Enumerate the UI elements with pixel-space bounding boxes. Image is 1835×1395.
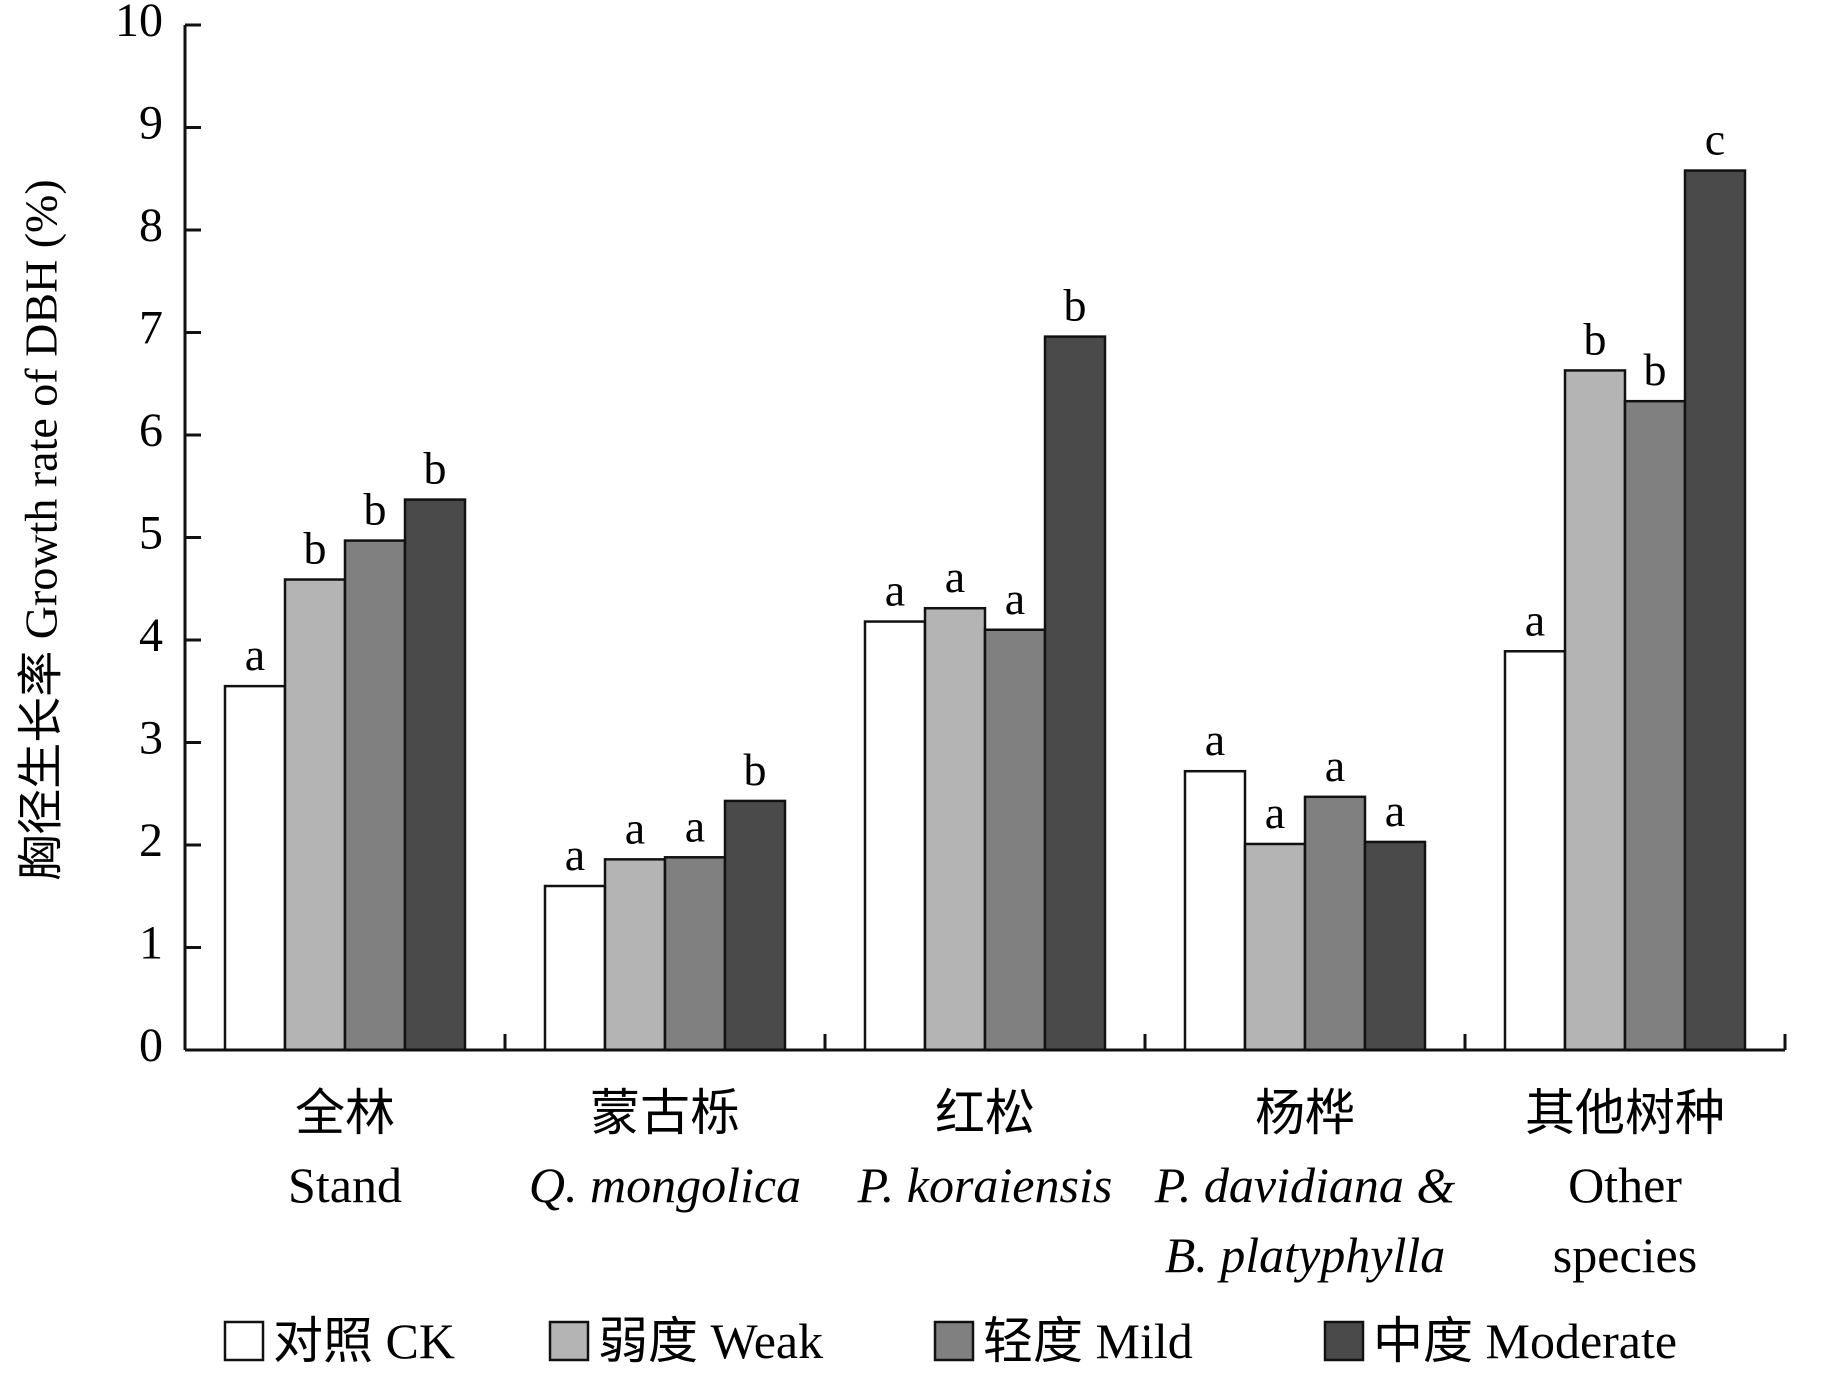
y-tick-label: 9 bbox=[139, 97, 163, 150]
y-tick-label: 5 bbox=[139, 507, 163, 560]
bar-3-group-5 bbox=[1623, 399, 1687, 1052]
significance-label: a bbox=[625, 802, 645, 853]
y-tick-label: 7 bbox=[139, 302, 163, 355]
bar-1-group-1 bbox=[223, 684, 287, 1052]
bar-3-group-3 bbox=[983, 628, 1047, 1052]
bar-4-group-4 bbox=[1363, 840, 1427, 1052]
significance-label: c bbox=[1705, 114, 1725, 165]
y-axis-title: 胸径生长率 Growth rate of DBH (%) bbox=[16, 179, 67, 880]
significance-label: b bbox=[364, 484, 387, 535]
bar-4-group-5 bbox=[1683, 169, 1747, 1052]
x-group-label-en: species bbox=[1553, 1227, 1697, 1283]
significance-label: a bbox=[1005, 573, 1025, 624]
y-tick-label: 6 bbox=[139, 404, 163, 457]
significance-label: b bbox=[744, 744, 767, 795]
legend: 对照 CK 弱度 Weak 轻度 Mild 中度 Moderate bbox=[223, 1313, 1677, 1369]
legend-label: 弱度 Weak bbox=[598, 1313, 823, 1369]
y-tick-label: 4 bbox=[139, 609, 163, 662]
legend-swatch bbox=[548, 1320, 590, 1362]
x-group-label-en: Stand bbox=[288, 1157, 402, 1213]
axes: 0 1 2 3 4 5 6 7 8 9 10 bbox=[115, 0, 1787, 1072]
significance-label: a bbox=[565, 829, 585, 880]
significance-label: a bbox=[1265, 787, 1285, 838]
x-group-label-en: P. koraiensis bbox=[857, 1157, 1113, 1213]
legend-swatch bbox=[933, 1320, 975, 1362]
x-group-label-en: Q. mongolica bbox=[529, 1157, 801, 1213]
x-group-label-zh: 红松 bbox=[935, 1085, 1035, 1141]
bar-2-group-3 bbox=[923, 606, 987, 1052]
y-tick-label: 8 bbox=[139, 199, 163, 252]
significance-label: b bbox=[1644, 344, 1667, 395]
bar-3-group-1 bbox=[343, 539, 407, 1052]
significance-label: a bbox=[1205, 714, 1225, 765]
significance-label: a bbox=[245, 629, 265, 680]
significance-label: a bbox=[685, 800, 705, 851]
significance-label: a bbox=[945, 551, 965, 602]
bar-3-group-4 bbox=[1303, 795, 1367, 1052]
x-group-label-zh: 其他树种 bbox=[1525, 1085, 1725, 1141]
legend-label: 对照 CK bbox=[273, 1313, 455, 1369]
bar-1-group-4 bbox=[1183, 769, 1247, 1052]
y-tick-label: 2 bbox=[139, 814, 163, 867]
legend-swatch bbox=[1323, 1320, 1365, 1362]
bar-3-group-2 bbox=[663, 856, 727, 1052]
bar-1-group-5 bbox=[1503, 650, 1567, 1052]
significance-label: b bbox=[304, 523, 327, 574]
significance-label: a bbox=[1525, 594, 1545, 645]
bar-2-group-5 bbox=[1563, 369, 1627, 1052]
significance-label: a bbox=[1385, 785, 1405, 836]
bar-4-group-2 bbox=[723, 799, 787, 1052]
significance-label: b bbox=[1064, 280, 1087, 331]
x-group-label-zh: 全林 bbox=[295, 1085, 395, 1141]
y-tick-label: 10 bbox=[115, 0, 163, 47]
bar-1-group-3 bbox=[863, 620, 927, 1052]
legend-label: 轻度 Mild bbox=[983, 1313, 1193, 1369]
y-tick-label: 1 bbox=[139, 917, 163, 970]
x-group-label-en: P. davidiana & bbox=[1154, 1157, 1456, 1213]
legend-label: 中度 Moderate bbox=[1373, 1313, 1677, 1369]
significance-label: a bbox=[1325, 740, 1345, 791]
significance-label: a bbox=[885, 565, 905, 616]
x-group-label-zh: 杨桦 bbox=[1255, 1085, 1355, 1141]
bar-4-group-1 bbox=[403, 498, 467, 1052]
x-axis-group-labels: 全林 Stand 蒙古栎 Q. mongolica 红松 P. koraiensis 杨桦 P… bbox=[288, 1085, 1725, 1283]
bar-2-group-4 bbox=[1243, 842, 1307, 1052]
significance-label: b bbox=[424, 443, 447, 494]
bar-2-group-2 bbox=[603, 858, 667, 1052]
y-tick-label: 0 bbox=[139, 1019, 163, 1072]
bars-layer bbox=[223, 169, 1747, 1052]
x-group-label-zh: 蒙古栎 bbox=[590, 1085, 740, 1141]
x-group-label-en: B. platyphylla bbox=[1165, 1227, 1446, 1283]
y-tick-label: 3 bbox=[139, 712, 163, 765]
bar-1-group-2 bbox=[543, 884, 607, 1052]
x-group-label-en: Other bbox=[1568, 1157, 1682, 1213]
legend-swatch bbox=[223, 1320, 265, 1362]
significance-label: b bbox=[1584, 313, 1607, 364]
bar-4-group-3 bbox=[1043, 335, 1107, 1052]
bar-2-group-1 bbox=[283, 578, 347, 1052]
